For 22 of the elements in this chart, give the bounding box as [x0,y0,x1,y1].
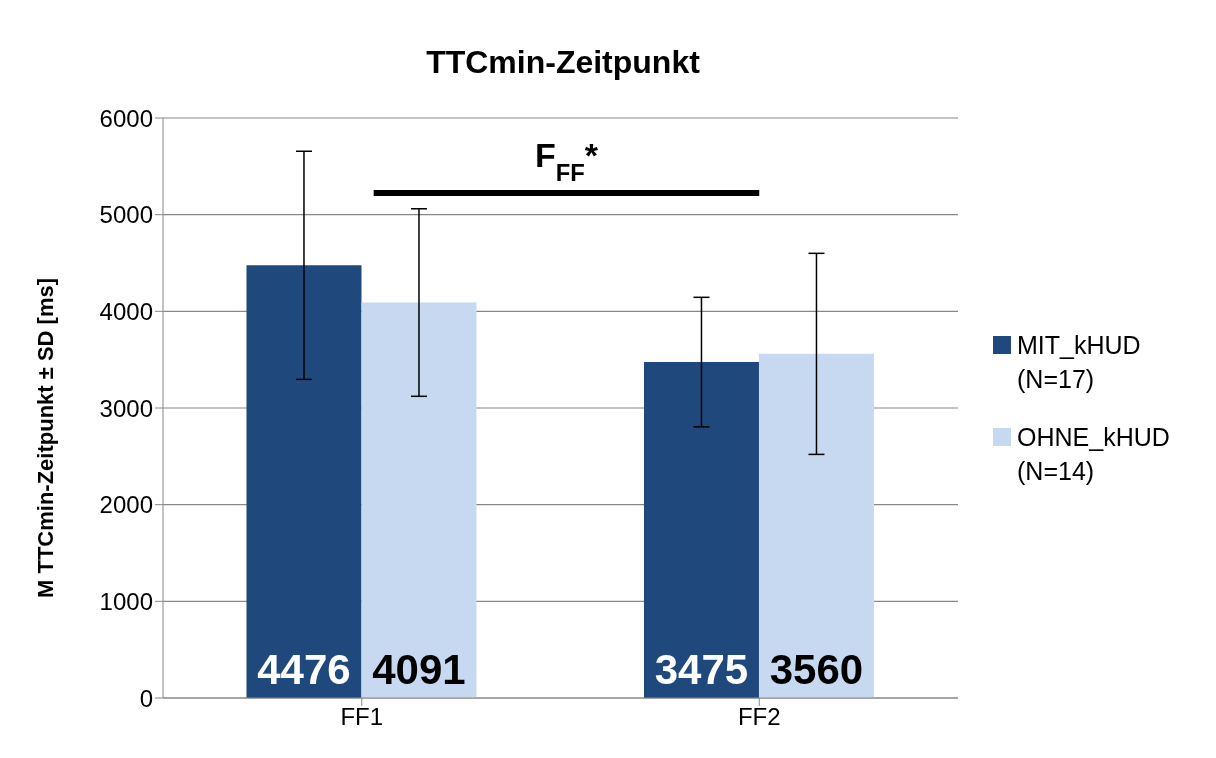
chart-title: TTCmin-Zeitpunkt [425,44,701,81]
y-tick-label: 0 [139,684,153,712]
y-axis-title: M TTCmin-Zeitpunkt ± SD [ms] [32,277,58,598]
bar [246,265,362,698]
y-tick-label: 3000 [99,394,153,422]
x-tick-label: FF1 [340,703,384,731]
data-label: 4476 [257,646,351,693]
y-tick-label: 1000 [99,587,153,615]
y-tick-label: 2000 [99,491,153,519]
x-tick-label: FF2 [737,703,781,731]
bar [643,362,759,698]
y-tick-label: 6000 [99,104,153,132]
data-label: 3560 [769,646,864,693]
bar [361,302,477,698]
data-label: 3475 [654,646,749,693]
y-tick-label: 5000 [99,201,153,229]
legend-label: MIT_kHUD (N=17) [1017,330,1142,395]
legend-label: OHNE_kHUD (N=14) [1017,422,1171,487]
data-label: 4091 [372,646,466,693]
y-tick-label: 4000 [99,297,153,325]
annotation: F$_{FF}$* [534,136,599,186]
bar [758,353,874,698]
